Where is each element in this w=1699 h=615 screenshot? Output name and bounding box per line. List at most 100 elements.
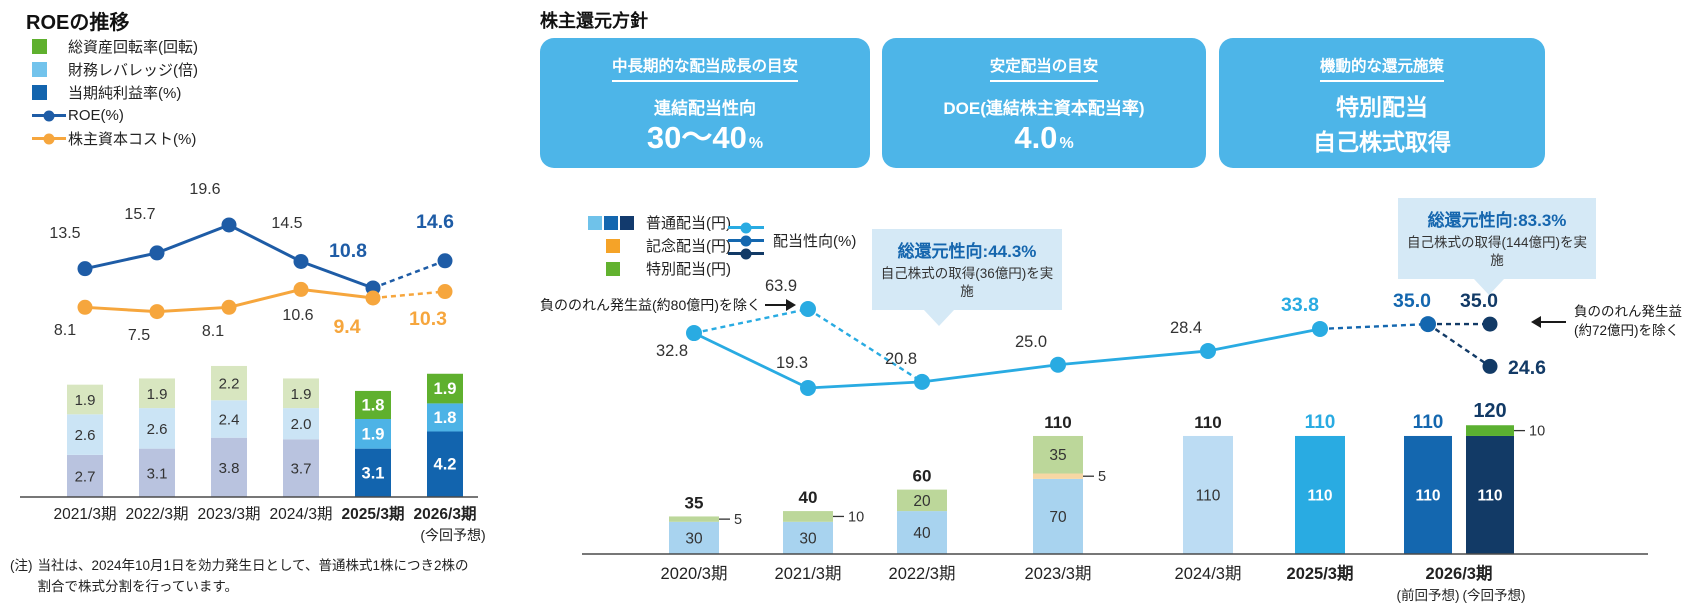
value-label: 70 (1049, 509, 1067, 526)
legend-item-net-margin: 当期純利益率(%) (28, 84, 198, 102)
data-point (686, 325, 702, 342)
value-label: 110 (1415, 487, 1440, 504)
policy-box-dividend-growth: 中長期的な配当成長の目安 連結配当性向 30〜40% (540, 38, 870, 168)
value-label: 35.0 (1393, 290, 1431, 312)
bar-segment (669, 521, 719, 554)
bar-segment (1466, 435, 1514, 554)
annotation-text: 負ののれん発生益 (約72億円)を除く (1574, 304, 1682, 338)
data-point (914, 373, 930, 390)
value-label: 110 (1194, 413, 1221, 432)
value-label: 1.9 (434, 380, 457, 398)
bar-segment (283, 378, 319, 409)
bar-segment (1033, 478, 1083, 554)
value-label: 10.6 (282, 307, 313, 324)
legend-label: 記念配当(円) (646, 238, 731, 255)
data-point (1050, 356, 1066, 373)
bar-segment (283, 408, 319, 440)
value-label: 25.0 (1015, 333, 1047, 351)
bar-segment (211, 400, 247, 438)
data-point (77, 261, 93, 277)
ordinary-dividend-swatch-icon (604, 215, 618, 230)
value-label: 2.0 (291, 416, 312, 433)
bar-segment (1183, 435, 1233, 554)
footnote-prefix: (注) (10, 558, 33, 573)
bar-segment (1033, 435, 1083, 474)
value-label: 2.6 (147, 421, 168, 438)
bar-segment (427, 373, 463, 404)
category-label: 2022/3期 (126, 505, 189, 523)
callout-body: 自己株式の取得(36億円)を実施 (880, 266, 1054, 300)
value-label: 10.8 (329, 240, 367, 262)
value-label: 60 (913, 467, 932, 486)
value-label: 2.7 (75, 468, 96, 485)
data-point (77, 299, 93, 315)
value-label: 13.5 (49, 225, 80, 242)
value-label: 2.6 (75, 427, 96, 444)
payout-line-excl-goodwill (693, 307, 923, 383)
value-label: 10.3 (409, 308, 447, 330)
policy-box-heading: 機動的な還元施策 (1319, 54, 1444, 82)
value-label: 5 (1098, 469, 1106, 485)
value-label: 3.1 (362, 464, 385, 482)
policy-box-value: 30〜40% (646, 120, 764, 155)
data-point (365, 290, 381, 306)
category-label: 2026/3期 (1426, 564, 1493, 583)
bar-segment (211, 437, 247, 497)
payout-line-actual (693, 327, 1321, 390)
cost-of-equity-line-marker-icon (32, 137, 66, 140)
category-label: 2025/3期 (342, 504, 405, 523)
roe-line-marker-icon (32, 114, 66, 117)
category-label: 2024/3期 (270, 505, 333, 523)
bar-segment (1404, 435, 1452, 554)
value-label: 30 (685, 530, 703, 547)
value-label: 7.5 (128, 327, 150, 344)
value-label: 19.3 (776, 354, 808, 372)
policy-box-value: 4.0% (1014, 120, 1074, 155)
commemorative-dividend-swatch-icon (606, 238, 620, 253)
bar-segment (67, 384, 103, 415)
value-label: 1.8 (362, 396, 385, 414)
legend-item-commemorative-dividend: 記念配当(円) (588, 238, 731, 255)
asset-turnover-swatch-icon (32, 39, 47, 54)
category-label: 2021/3期 (54, 505, 117, 523)
data-point (1312, 320, 1328, 337)
category-label: 2023/3期 (198, 505, 261, 523)
value-label: 14.5 (271, 215, 302, 232)
policy-box-heading: 中長期的な配当成長の目安 (611, 54, 798, 82)
arrow-right-icon (764, 299, 796, 311)
value-label: 110 (1044, 413, 1071, 432)
legend-label: ROE(%) (68, 107, 124, 124)
right-chart-legend: 普通配当(円) 記念配当(円) 特別配当(円) (588, 215, 731, 284)
bar-segment (1295, 435, 1345, 554)
category-label: 2023/3期 (1025, 564, 1092, 583)
value-label: 20 (913, 493, 931, 510)
value-label: 4.2 (434, 456, 457, 474)
series-line-forecast (372, 290, 446, 300)
payout-current-forecast-line-marker-icon (728, 252, 764, 255)
value-label: 5 (734, 512, 742, 528)
bar-segment (897, 489, 947, 512)
series-line-forecast (372, 259, 446, 290)
data-point-current-forecast (1482, 316, 1498, 332)
payout-ratio-markers (728, 226, 764, 255)
value-label: 3.1 (147, 465, 168, 482)
left-chart-title: ROEの推移 (26, 12, 130, 34)
bar-segment (139, 378, 175, 409)
legend-label: 普通配当(円) (646, 215, 731, 232)
value-label: 10 (848, 509, 864, 525)
value-label: 2.4 (219, 412, 240, 429)
value-label: 30 (799, 530, 817, 547)
footnote-text: 当社は、2024年10月1日を効力発生日として、普通株式1株につき2株の 割合で株… (37, 558, 469, 594)
legend-label: 当期純利益率(%) (68, 85, 182, 102)
value-label: 1.9 (362, 425, 385, 443)
payout-line-previous-forecast (1319, 322, 1429, 331)
callout-title: 総還元性向:83.3% (1427, 211, 1567, 230)
value-label: 2.2 (219, 376, 240, 393)
payout-previous-forecast-line-marker-icon (728, 239, 764, 242)
bar-segment (211, 365, 247, 401)
net-margin-swatch-icon (32, 85, 47, 100)
value-label: 19.6 (189, 181, 220, 198)
value-label: 35 (1049, 447, 1066, 464)
category-label: 2020/3期 (661, 564, 728, 583)
financial-leverage-swatch-icon (32, 62, 47, 77)
